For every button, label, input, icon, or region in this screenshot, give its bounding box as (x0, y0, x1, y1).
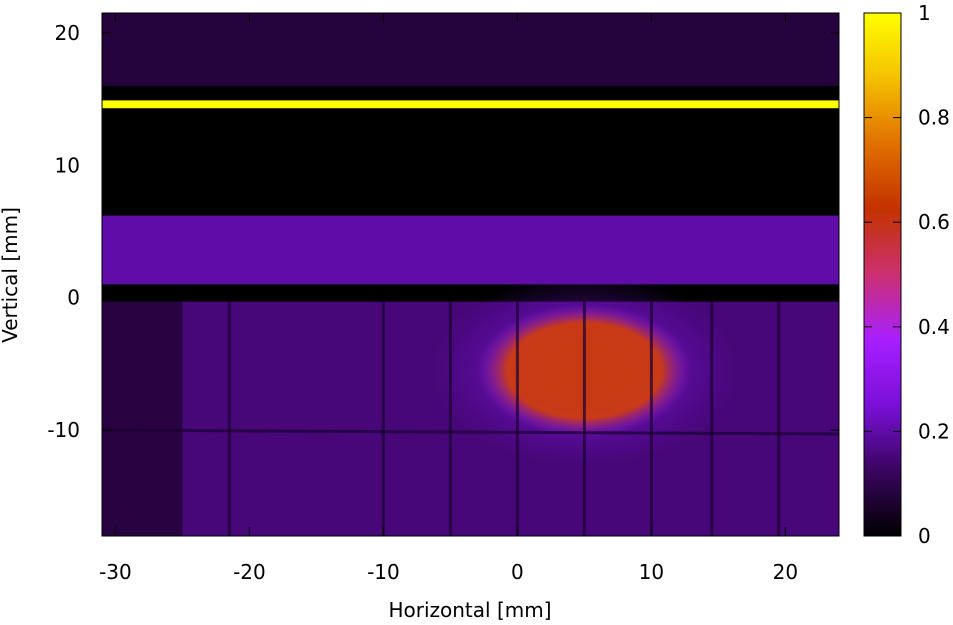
colorbar-gradient (863, 12, 902, 537)
heatmap-middle-band (102, 215, 839, 285)
colorbar-tick-label: 0.6 (918, 210, 950, 234)
heatmap-area (102, 13, 839, 536)
colorbar-tick-label: 0.2 (918, 419, 950, 443)
x-tick-label: -30 (99, 560, 132, 584)
y-axis-ticks: -10 0 10 20 (47, 21, 839, 442)
heatmap-left-shadow (102, 301, 183, 536)
heatmap-bright-line (102, 100, 839, 109)
x-tick-label: 20 (773, 560, 798, 584)
colorbar: 0 0.2 0.4 0.6 0.8 1 (863, 1, 950, 548)
heatmap-seam (102, 428, 839, 436)
y-axis-title: Vertical [mm] (0, 207, 22, 343)
plot-frame (101, 12, 840, 537)
y-tick-label: 10 (55, 153, 80, 177)
y-tick-label: 0 (67, 286, 80, 310)
y-tick-label: 20 (55, 21, 80, 45)
x-tick-label: -10 (367, 560, 400, 584)
x-tick-label: 0 (511, 560, 524, 584)
colorbar-tick-label: 1 (918, 1, 931, 25)
x-axis-ticks: -30 -20 -10 0 10 20 (99, 13, 798, 584)
plot-border (101, 12, 840, 537)
colorbar-tick-label: 0 (918, 524, 931, 548)
y-tick-label: -10 (47, 418, 80, 442)
colorbar-tick-label: 0.8 (918, 106, 950, 130)
colorbar-tick-label: 0.4 (918, 315, 950, 339)
x-tick-label: 10 (639, 560, 664, 584)
x-tick-label: -20 (233, 560, 266, 584)
heatmap-dark-gap (102, 108, 839, 212)
x-axis-title: Horizontal [mm] (388, 598, 551, 622)
heatmap-upper-band (102, 13, 839, 86)
